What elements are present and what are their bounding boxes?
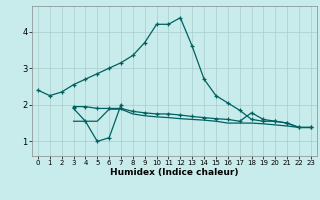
X-axis label: Humidex (Indice chaleur): Humidex (Indice chaleur) [110,168,239,177]
